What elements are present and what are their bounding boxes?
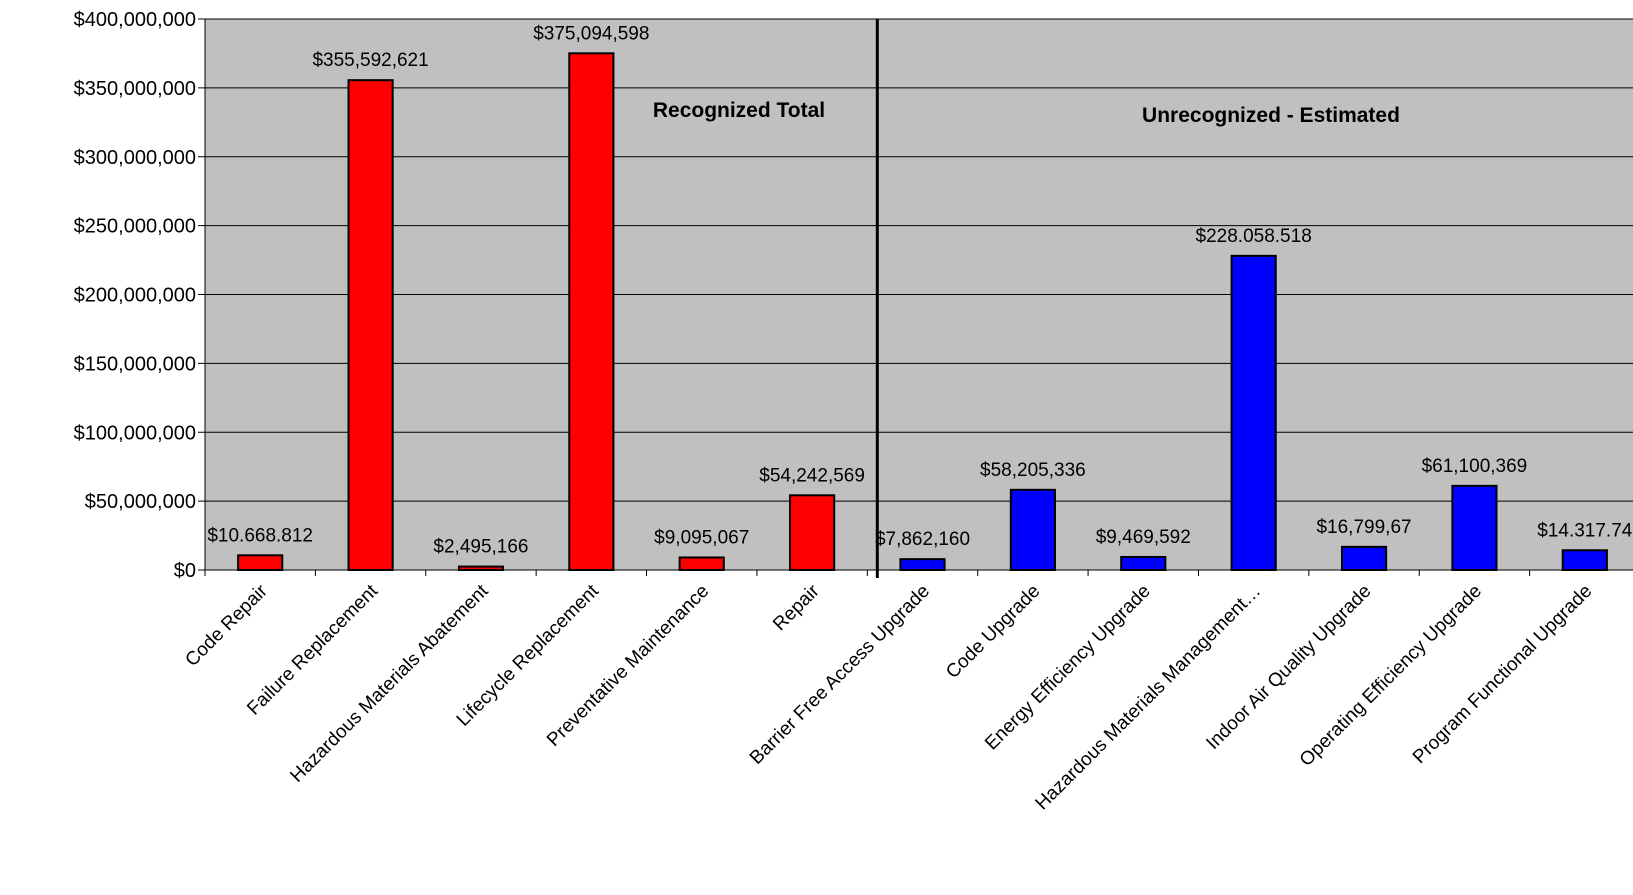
data-label: $9,469,592	[1096, 527, 1191, 548]
annotation: Unrecognized - Estimated	[1142, 104, 1400, 127]
y-tick-label: $150,000,000	[74, 353, 196, 375]
data-label: $228.058.518	[1196, 226, 1312, 247]
x-tick-label: Code Repair	[181, 580, 272, 671]
y-tick-label: $200,000,000	[74, 285, 196, 307]
x-tick-label: Code Upgrade	[942, 581, 1044, 683]
y-tick-label: $50,000,000	[85, 491, 196, 513]
x-tick-label: Hazardous Materials Management…	[1032, 581, 1266, 815]
bar	[1120, 555, 1167, 571]
bar	[237, 554, 284, 571]
data-label: $61,100,369	[1422, 456, 1528, 477]
bar	[1561, 549, 1608, 571]
x-tick-label: Program Functional Upgrade	[1409, 581, 1596, 768]
data-label: $54,242,569	[759, 465, 865, 486]
bar	[1009, 488, 1056, 571]
x-tick-label: Operating Efficiency Upgrade	[1296, 581, 1486, 771]
bar	[678, 556, 725, 572]
y-tick-label: $300,000,000	[74, 147, 196, 169]
data-label: $14.317.74	[1537, 520, 1633, 541]
bar	[789, 494, 836, 571]
bar	[1230, 254, 1277, 571]
data-label: $10.668.812	[207, 525, 313, 546]
bar	[1340, 545, 1388, 572]
annotation: Recognized Total	[653, 99, 825, 122]
bar	[347, 79, 394, 571]
data-label: $9,095,067	[654, 527, 749, 548]
data-label: $355,592,621	[312, 50, 428, 71]
x-tick-label: Repair	[769, 580, 824, 635]
bar	[1451, 484, 1498, 571]
y-tick-label: $350,000,000	[74, 78, 196, 100]
bar	[457, 565, 505, 572]
data-label: $2,495,166	[433, 537, 528, 558]
data-label: $375,094,598	[533, 23, 649, 44]
x-tick-label: Hazardous Materials Abatement	[286, 580, 493, 787]
data-label: $16,799,67	[1316, 517, 1411, 538]
x-tick-label: Barrier Free Access Upgrade	[746, 581, 934, 769]
y-tick-label: $250,000,000	[74, 216, 196, 238]
y-tick-label: $0	[174, 560, 196, 582]
y-tick-label: $100,000,000	[74, 422, 196, 444]
bar	[899, 558, 946, 571]
data-label: $58,205,336	[980, 460, 1086, 481]
y-tick-label: $400,000,000	[74, 9, 196, 31]
bar	[568, 52, 615, 571]
data-label: $7,862,160	[875, 529, 970, 550]
